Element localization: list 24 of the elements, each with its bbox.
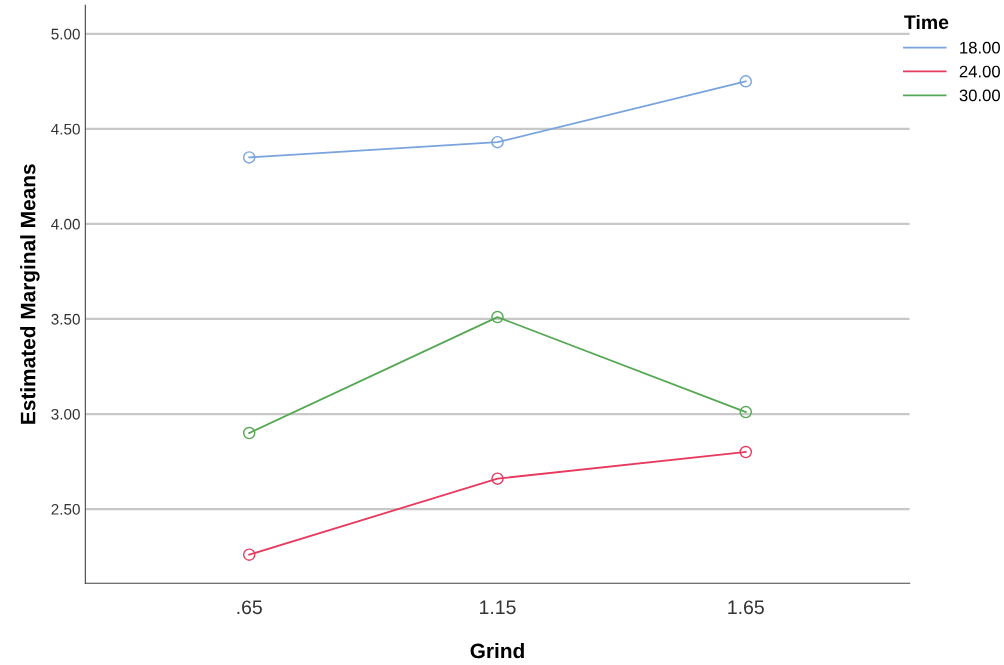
legend-title: Time [904,14,949,30]
point [739,405,753,419]
y-tick-label: 3.50 [51,313,80,325]
point [242,426,256,440]
point [739,445,753,459]
y-tick-label: 4.50 [51,123,80,135]
legend-label: 30.00 [959,89,1000,102]
point [739,75,753,88]
x-axis-title: Grind [470,643,524,659]
y-tick-label: 5.00 [51,28,80,40]
point [491,135,504,149]
point [242,151,256,164]
y-tick-label: 3.00 [51,408,80,420]
y-tick-label: 2.50 [51,503,80,515]
x-tick-label: .65 [237,600,262,615]
y-axis-title: Estimated Marginal Means [20,164,40,424]
point [491,310,504,324]
legend-label: 18.00 [960,41,1000,54]
y-tick-label: 4.00 [51,218,80,230]
x-tick-label: 1.15 [480,600,516,615]
x-tick-label: 1.65 [728,600,764,615]
point [491,472,504,485]
legend-label: 24.00 [959,65,1000,78]
point [242,548,256,561]
